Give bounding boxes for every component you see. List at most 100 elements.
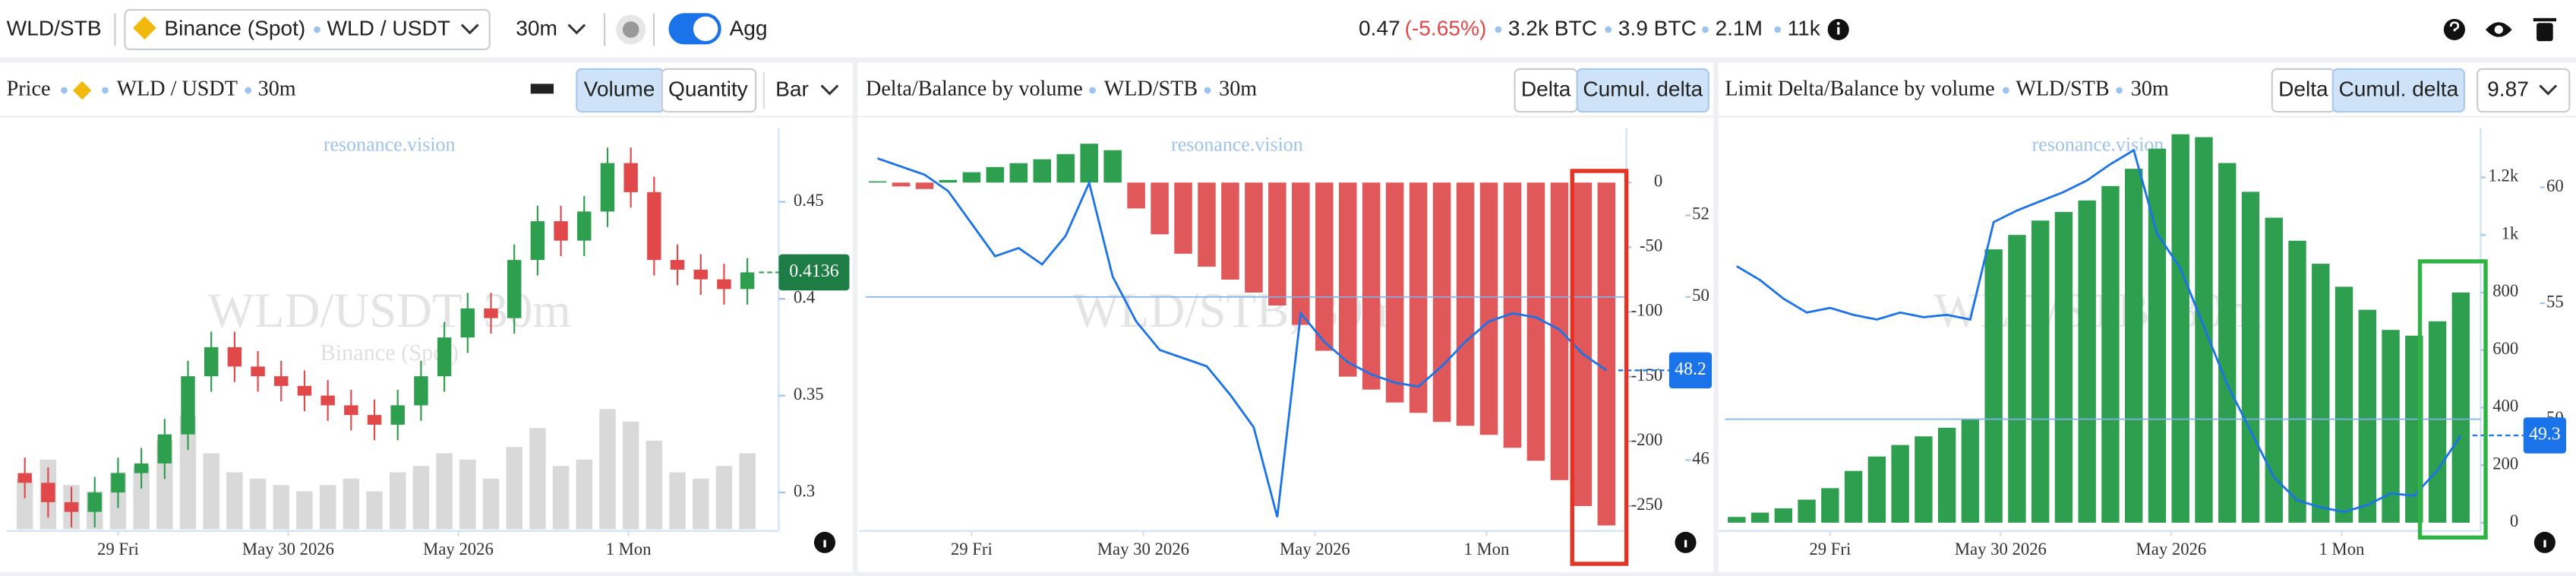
stat: 11k — [1788, 16, 1821, 40]
delta-bar — [1597, 182, 1616, 526]
volume-bar — [459, 459, 476, 530]
dot — [314, 26, 320, 33]
x-tick-label: 29 Fri — [951, 540, 993, 559]
delta-bar — [1315, 182, 1334, 351]
panel-interval: 30m — [2131, 77, 2169, 100]
x-tick-label: 29 Fri — [1809, 540, 1851, 559]
y2-tick-label: 50 — [1692, 286, 1709, 305]
candle-body — [647, 191, 661, 261]
button-label: Cumul. delta — [2338, 77, 2458, 100]
binance-icon — [72, 81, 92, 100]
delta-bar — [1844, 470, 1863, 523]
candle-body — [181, 376, 195, 435]
delta-bar — [1245, 182, 1263, 293]
delta-bar — [1292, 182, 1310, 325]
volume-bar — [343, 478, 360, 530]
volume-bar — [715, 466, 733, 530]
volume-bar — [133, 466, 150, 530]
dot — [1702, 26, 1709, 33]
trash-icon[interactable] — [2537, 23, 2553, 42]
last-value-box — [2523, 417, 2567, 454]
volume-bar — [226, 472, 243, 530]
volume-bar — [249, 478, 267, 530]
delta-bar — [1728, 517, 1746, 523]
delta-bar — [1338, 182, 1357, 377]
panel-title: Limit Delta/Balance by volume — [1725, 77, 1994, 100]
y-tick-label: 1k — [2502, 223, 2519, 242]
delta-bar — [2054, 211, 2073, 523]
delta-bar — [1221, 182, 1239, 280]
last-value-label: 49.3 — [2529, 424, 2561, 444]
candle-body — [297, 385, 312, 396]
interval[interactable]: 30m — [516, 16, 557, 40]
candle-body — [717, 279, 731, 290]
delta-bar — [2451, 292, 2470, 523]
panel-title: Delta/Balance by volume — [866, 77, 1083, 100]
x-tick-label: May 30 2026 — [1955, 540, 2047, 559]
delta-bar — [1174, 182, 1192, 254]
candle-body — [64, 502, 79, 512]
y-tick-label: 1.2k — [2489, 166, 2519, 185]
delta-bar — [1268, 182, 1286, 306]
button-active[interactable] — [1576, 68, 1709, 113]
chevron — [567, 24, 586, 35]
delta-bar — [2241, 191, 2260, 523]
candle-body — [507, 260, 522, 318]
record-dot — [622, 21, 639, 38]
symbol[interactable]: WLD/STB — [7, 16, 102, 40]
y-tick-label: 400 — [2492, 397, 2518, 416]
chart-style[interactable]: Bar — [775, 77, 809, 100]
delta-bar — [1362, 182, 1381, 390]
panel-interval: 30m — [1219, 77, 1257, 100]
delta-bar — [1891, 445, 1909, 523]
panel-interval: 30m — [258, 77, 296, 100]
delta-bar — [868, 181, 887, 183]
candle-body — [530, 221, 545, 261]
panel-title: Price — [7, 77, 51, 100]
level-select[interactable] — [2477, 68, 2571, 113]
y-tick-label: -50 — [1640, 236, 1662, 255]
last-price-box — [778, 254, 850, 291]
dot — [1495, 26, 1502, 33]
panel-source: WLD / USDT — [117, 77, 238, 100]
delta-bar — [1798, 499, 1816, 523]
volume-bar — [506, 447, 522, 530]
candle-body — [554, 221, 568, 241]
charts: 29 Fri May 30 2026 May 2026 1 Mon 0.3 0.35 0.4… — [6, 128, 2567, 559]
delta-bar — [2358, 309, 2376, 523]
volume-bar — [599, 409, 616, 530]
last-price-label: 0.4136 — [789, 261, 839, 281]
delta-bar — [1009, 163, 1028, 183]
y2-tick-label: 55 — [2546, 292, 2564, 311]
highlight-box — [1570, 169, 1629, 566]
delta-bar — [1151, 182, 1169, 235]
y-tick-label: 0 — [2510, 511, 2518, 530]
delta-bar — [1867, 456, 1886, 523]
delta-bar — [892, 182, 911, 187]
delta-bar — [2428, 321, 2447, 523]
balance-line — [1736, 148, 2462, 514]
volume-bar — [203, 453, 219, 530]
volume-bar — [436, 453, 453, 530]
volume-bar — [529, 428, 546, 530]
delta-bar — [1774, 508, 1793, 523]
x-tick-label: May 2026 — [1280, 540, 1350, 559]
volume-bar — [692, 478, 709, 530]
delta-bar — [2218, 163, 2237, 523]
button[interactable] — [661, 68, 757, 113]
exchange-select[interactable] — [124, 8, 491, 50]
dot — [1605, 26, 1612, 33]
x-tick-label: May 2026 — [2136, 540, 2207, 559]
volume-bar — [389, 472, 406, 530]
volume-bar — [576, 459, 592, 530]
dot — [102, 87, 109, 94]
ruler-icon[interactable] — [530, 84, 554, 94]
delta-bar — [2031, 220, 2050, 523]
delta-bar — [1456, 182, 1475, 426]
eye-pupil — [2494, 25, 2503, 34]
y-tick-label: 0.35 — [794, 385, 824, 404]
candle-body — [693, 269, 708, 280]
balance-line — [877, 157, 1608, 517]
delta-bar — [1915, 436, 1933, 523]
button-active[interactable] — [2331, 68, 2465, 113]
